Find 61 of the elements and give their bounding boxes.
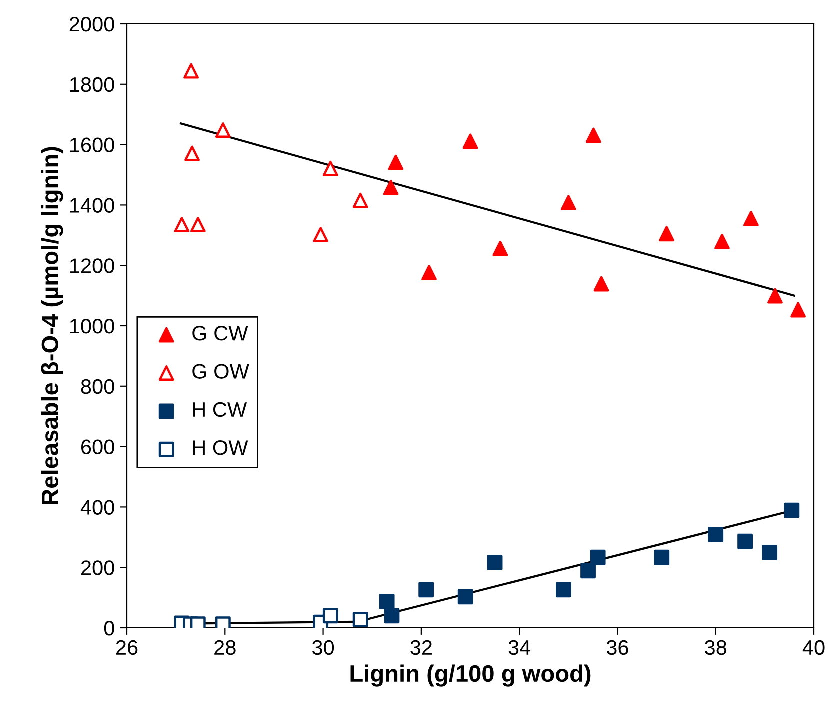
y-tick-label: 1000	[70, 319, 114, 334]
y-tick-label: 1800	[70, 77, 114, 92]
point	[462, 134, 478, 150]
point	[215, 122, 231, 138]
point	[313, 227, 329, 242]
y-tick-label: 1600	[70, 138, 114, 153]
x-tick-label: 26	[116, 640, 138, 656]
y-tick-label: 400	[80, 500, 114, 515]
point	[654, 550, 670, 566]
point	[762, 545, 778, 560]
x-tick-label: 40	[802, 640, 825, 656]
legend-label: G OW	[192, 364, 250, 379]
point	[184, 146, 200, 162]
point	[790, 302, 806, 318]
legend-label: G CW	[192, 326, 248, 341]
point	[586, 128, 602, 144]
y-tick-label: 1200	[70, 258, 114, 274]
x-tick-label: 34	[508, 640, 531, 656]
point	[422, 265, 437, 281]
legend-label: H CW	[193, 402, 248, 418]
point	[487, 555, 503, 570]
point	[418, 582, 434, 598]
point	[590, 550, 606, 566]
x-tick-label: 32	[410, 640, 432, 656]
y-tick-label: 200	[81, 560, 114, 576]
y-tick-label: 600	[81, 440, 114, 455]
x-tick-label: 38	[705, 640, 727, 656]
point	[580, 563, 596, 579]
point	[384, 608, 400, 624]
y-tick-label: 1400	[70, 198, 114, 213]
point	[174, 217, 190, 233]
x-axis-title: Lignin (g/100 g wood)	[350, 664, 591, 687]
point	[352, 612, 368, 628]
point	[743, 211, 759, 226]
point	[322, 608, 338, 624]
point	[184, 63, 199, 79]
point	[560, 195, 576, 210]
point	[190, 217, 206, 233]
point	[594, 276, 610, 292]
x-tick-label: 28	[214, 640, 236, 656]
point	[383, 180, 399, 196]
y-tick-label: 800	[81, 379, 114, 394]
point	[708, 526, 724, 542]
point	[556, 582, 572, 598]
point	[714, 234, 730, 250]
point	[659, 226, 674, 242]
point	[322, 160, 338, 176]
x-tick-label: 36	[606, 640, 628, 656]
y-tick-label: 0	[104, 621, 114, 636]
point	[738, 534, 753, 550]
point	[768, 288, 783, 304]
legend-label: H OW	[193, 440, 248, 456]
point	[458, 589, 474, 605]
point	[784, 502, 800, 518]
y-tick-label: 2000	[70, 17, 114, 32]
point	[352, 192, 368, 208]
x-tick-label: 30	[312, 640, 334, 656]
point	[492, 240, 508, 256]
point	[388, 154, 404, 170]
y-axis-title: Releasable β-O-4 (µmol/g lignin)	[41, 147, 64, 504]
point	[379, 594, 395, 610]
